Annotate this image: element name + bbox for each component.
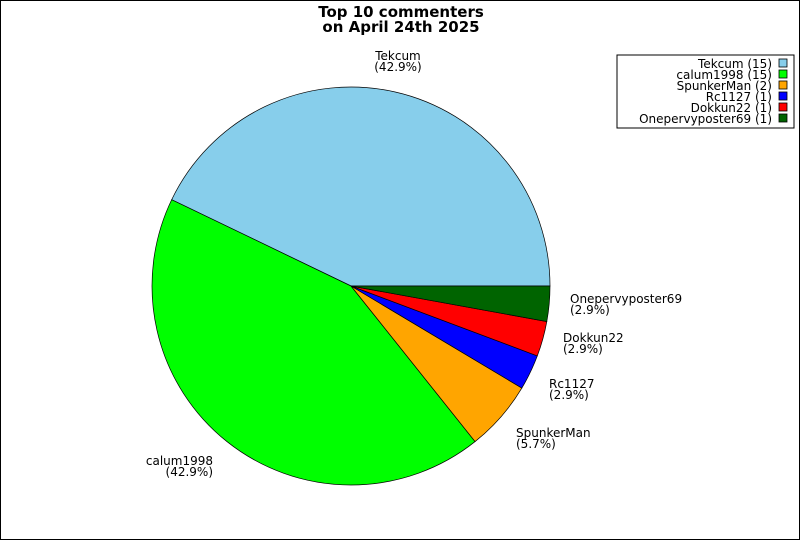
legend-swatch-rc1127	[778, 91, 788, 101]
slice-percent-rc1127: (2.9%)	[549, 388, 589, 402]
slice-percent-onepervyposter69: (2.9%)	[570, 303, 610, 317]
slice-label-rc1127: Rc1127	[549, 377, 594, 391]
slice-percent-tekcum: (42.9%)	[374, 60, 421, 74]
slice-percent-dokkun22: (2.9%)	[563, 342, 603, 356]
legend-swatch-dokkun22	[778, 102, 788, 112]
legend-entry-dokkun22: Dokkun22 (1)	[691, 101, 772, 115]
legend-entry-calum1998: calum1998 (15)	[676, 68, 772, 82]
legend-entry-spunkerman: SpunkerMan (2)	[677, 79, 772, 93]
pie-slice-tekcum	[171, 86, 551, 287]
slice-percent-spunkerman: (5.7%)	[516, 437, 556, 451]
legend-swatch-calum1998	[778, 69, 788, 79]
pie-slice-calum1998	[151, 199, 476, 486]
pie-slice-onepervyposter69	[350, 285, 551, 322]
slice-label-calum1998: calum1998	[146, 454, 213, 468]
slice-label-tekcum: Tekcum	[374, 49, 421, 63]
legend-entry-tekcum: Tekcum (15)	[697, 57, 772, 71]
slice-label-spunkerman: SpunkerMan	[516, 426, 591, 440]
legend-entry-onepervyposter69: Onepervyposter69 (1)	[639, 112, 772, 126]
legend-entry-rc1127: Rc1127 (1)	[706, 90, 772, 104]
legend: Tekcum (15)calum1998 (15)SpunkerMan (2)R…	[616, 54, 795, 129]
legend-swatch-spunkerman	[778, 80, 788, 90]
slice-label-dokkun22: Dokkun22	[563, 331, 624, 345]
chart-title-line-1: Top 10 commenters	[318, 3, 484, 21]
legend-swatch-tekcum	[778, 58, 788, 68]
slice-percent-calum1998: (42.9%)	[166, 465, 213, 479]
legend-swatch-onepervyposter69	[778, 113, 788, 123]
legend-box	[616, 54, 795, 129]
slice-label-onepervyposter69: Onepervyposter69	[570, 292, 682, 306]
chart-title-line-2: on April 24th 2025	[322, 18, 479, 36]
